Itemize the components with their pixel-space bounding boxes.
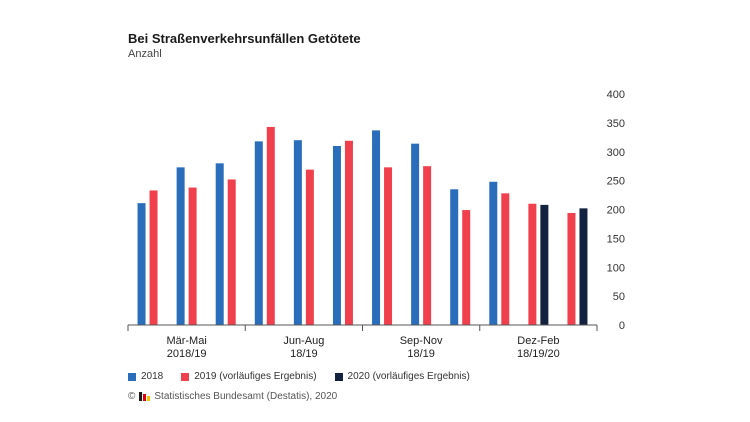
bar-2018 [332, 145, 341, 325]
x-category-label: 2018/19 [167, 348, 207, 360]
legend-swatch-2020 [334, 372, 343, 381]
bar-2019 [462, 210, 471, 325]
bar-2020 [540, 204, 549, 325]
x-category-label: Mär-Mai [166, 335, 206, 347]
bar-2018 [372, 130, 381, 325]
legend-swatch-2019 [181, 372, 190, 381]
y-tick-label: 150 [607, 233, 625, 245]
bar-2018 [411, 143, 420, 325]
x-category-label: 18/19 [407, 348, 435, 360]
y-tick-label: 350 [607, 118, 625, 130]
bar-2018 [293, 140, 302, 325]
bar-2018 [176, 167, 185, 325]
legend-label-2020: 2020 (vorläufiges Ergebnis) [347, 371, 470, 382]
legend-label-2019: 2019 (vorläufiges Ergebnis) [194, 371, 317, 382]
y-tick-label: 250 [607, 176, 625, 188]
bar-2019 [423, 166, 432, 325]
bar-2019 [188, 187, 197, 325]
x-category-label: Sep-Nov [400, 335, 443, 347]
bar-2019 [567, 212, 576, 325]
x-category-label: 18/19/20 [517, 348, 560, 360]
legend-label-2018: 2018 [141, 371, 164, 382]
destatis-logo-icon [139, 392, 151, 401]
legend-swatch-2018 [128, 372, 136, 381]
bar-2020 [579, 208, 588, 325]
bar-2019 [149, 190, 158, 325]
y-tick-label: 0 [619, 320, 625, 332]
y-tick-label: 200 [607, 205, 625, 217]
legend-item-2018: 2018 [128, 371, 163, 382]
bar-2018 [215, 163, 224, 325]
y-tick-label: 300 [607, 147, 625, 159]
bar-2019 [384, 167, 393, 325]
bar-2019 [528, 203, 537, 325]
x-category-label: Dez-Feb [517, 335, 559, 347]
x-category-label: 18/19 [290, 348, 318, 360]
chart-subtitle: Anzahl [128, 48, 162, 60]
bar-2018 [254, 141, 263, 325]
y-tick-label: 100 [607, 262, 625, 274]
bar-2019 [266, 126, 275, 325]
bar-2019 [227, 179, 236, 325]
source-note: © Statistisches Bundesamt (Destatis), 20… [128, 391, 337, 402]
source-text: Statistisches Bundesamt (Destatis), 2020 [154, 391, 338, 402]
bar-2019 [305, 169, 314, 325]
legend-item-2019: 2019 (vorläufiges Ergebnis) [181, 371, 317, 382]
copyright-icon: © [128, 391, 136, 402]
bar-2019 [344, 140, 353, 325]
legend-item-2020: 2020 (vorläufiges Ergebnis) [334, 371, 470, 382]
y-tick-label: 400 [607, 89, 625, 101]
bar-2018 [450, 189, 459, 325]
chart-title: Bei Straßenverkehrsunfällen Getötete [128, 31, 361, 46]
y-tick-label: 50 [613, 291, 625, 303]
chart-legend: 2018 2019 (vorläufiges Ergebnis) 2020 (v… [128, 371, 470, 382]
bar-2018 [489, 181, 498, 325]
bar-2019 [501, 193, 510, 325]
bar-2018 [137, 203, 146, 325]
x-category-label: Jun-Aug [283, 335, 324, 347]
